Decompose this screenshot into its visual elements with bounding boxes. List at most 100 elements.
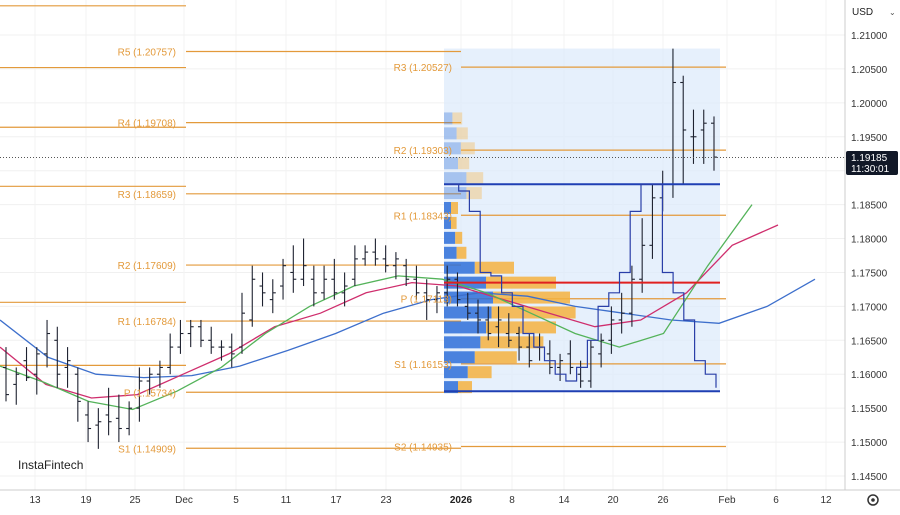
ohlc-bars: [3, 48, 717, 449]
ohlc-bar: [444, 265, 451, 307]
volume-bar-buy: [444, 157, 458, 170]
date-tick-label: 23: [380, 495, 392, 506]
volume-bar-sell: [474, 261, 514, 274]
moving-averages: [0, 204, 816, 411]
volume-bar-buy: [444, 336, 481, 349]
ohlc-bar: [197, 319, 204, 348]
ohlc-bar: [156, 360, 163, 388]
price-tick-label: 1.16500: [851, 336, 888, 347]
ohlc-bar: [85, 401, 92, 443]
ohlc-bar: [23, 347, 30, 382]
volume-bar-sell: [460, 142, 475, 155]
ohlc-bar: [372, 238, 379, 266]
date-tick-label: 11: [281, 495, 292, 506]
settings-button[interactable]: [867, 494, 879, 506]
current-price-value: 1.19185: [851, 153, 888, 164]
price-tick-label: 1.14500: [851, 472, 888, 483]
gear-icon: [867, 494, 879, 506]
ohlc-bar: [392, 252, 399, 280]
ohlc-bar: [74, 367, 81, 422]
ohlc-bar: [280, 258, 287, 300]
sma-green-line: [0, 204, 753, 411]
volume-bar-buy: [444, 366, 468, 379]
price-tick-label: 1.15000: [851, 438, 888, 449]
time-axis-ticks: 13 19 25 Dec 5 11 17 23 2026 8 14 20 26 Feb 6 12: [29, 495, 832, 506]
pivot-label-prev: R4 (1.19708): [118, 119, 176, 130]
date-tick-label: 19: [80, 495, 92, 506]
current-price-tag: 1.19185 11:30:01: [846, 151, 898, 175]
price-tick-label: 1.17000: [851, 302, 888, 313]
ohlc-bar: [526, 333, 533, 368]
pivot-label-prev: R5 (1.20757): [118, 47, 176, 58]
date-tick-label: 6: [773, 495, 779, 506]
ohlc-bar: [33, 347, 40, 395]
chevron-down-icon: ⌄: [889, 8, 896, 17]
ohlc-bar: [126, 401, 133, 436]
pivot-label-current: S1 (1.16153): [394, 360, 452, 371]
ohlc-bar: [249, 265, 256, 327]
ohlc-bar: [680, 75, 687, 185]
ohlc-bar: [351, 245, 358, 287]
ohlc-bar: [628, 265, 635, 327]
sma-pink-line: [0, 224, 779, 399]
volume-bar-buy: [444, 351, 475, 364]
volume-bar-sell: [467, 366, 492, 379]
ohlc-bar: [454, 272, 461, 307]
pivot-label-current: R3 (1.20527): [394, 63, 452, 74]
price-tick-label: 1.18500: [851, 201, 888, 212]
volume-bar-sell: [452, 112, 463, 125]
ohlc-bar: [475, 299, 481, 334]
price-tick-label: 1.15500: [851, 404, 888, 415]
volume-bar-buy: [444, 216, 451, 229]
volume-bar-sell: [451, 216, 457, 229]
volume-bar-buy: [444, 231, 456, 244]
ohlc-bar: [177, 319, 184, 354]
volume-bar-sell: [456, 246, 467, 259]
volume-bar-buy: [444, 261, 475, 274]
price-tick-label: 1.18000: [851, 235, 888, 246]
ohlc-bar: [423, 279, 430, 320]
volume-bar-buy: [444, 142, 461, 155]
price-axis-panel[interactable]: [845, 0, 900, 490]
volume-bar-buy: [444, 172, 467, 185]
ohlc-bar: [136, 367, 143, 422]
currency-button[interactable]: USD ⌄: [852, 7, 896, 18]
ohlc-bar: [146, 367, 153, 395]
price-tick-label: 1.21000: [851, 31, 888, 42]
ohlc-bar: [228, 333, 235, 368]
volume-bar-sell: [455, 231, 463, 244]
ohlc-bar: [331, 258, 338, 300]
currency-label: USD: [852, 7, 873, 18]
pivot-label-prev: R1 (1.16784): [118, 317, 176, 328]
date-tick-label: 2026: [450, 495, 473, 506]
ohlc-bar: [690, 109, 697, 164]
pivot-label-current: R2 (1.19303): [394, 146, 452, 157]
volume-bar-buy: [444, 202, 451, 215]
date-tick-label: 5: [233, 495, 239, 506]
price-tick-label: 1.19500: [851, 133, 888, 144]
volume-bar-buy: [444, 291, 493, 304]
current-price-countdown: 11:30:01: [851, 164, 890, 175]
key-levels: [444, 183, 720, 393]
ohlc-bar: [485, 306, 492, 341]
date-tick-label: 14: [558, 495, 570, 506]
volume-bar-buy: [444, 321, 486, 334]
date-tick-label: Dec: [175, 495, 193, 506]
pivot-label-prev: P (1.15734): [124, 388, 176, 399]
ohlc-bar: [618, 292, 625, 334]
ohlc-bar: [259, 272, 266, 307]
volume-bar-sell: [451, 202, 458, 215]
volume-bar-buy: [444, 246, 457, 259]
value-area-rect: [444, 48, 720, 392]
ohlc-bar: [341, 272, 348, 307]
volume-bar-sell: [466, 172, 484, 185]
date-tick-label: 13: [29, 495, 41, 506]
volume-bar-sell: [458, 381, 472, 394]
volume-bar-sell: [456, 127, 468, 140]
ohlc-bar: [3, 347, 9, 402]
ohlc-bar: [403, 258, 410, 287]
ohlc-bar: [362, 245, 369, 266]
ohlc-bar: [54, 326, 61, 388]
pivot-label-current: R1 (1.18343): [394, 211, 452, 222]
